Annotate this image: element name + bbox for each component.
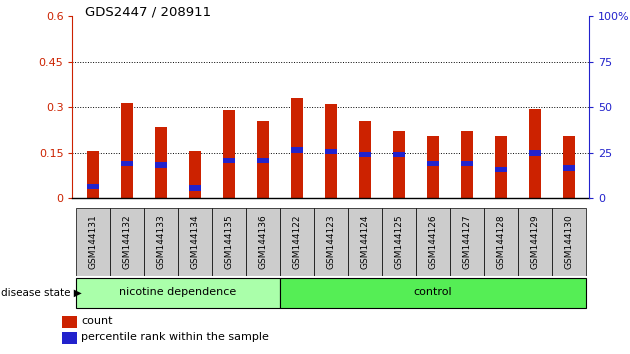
Bar [382,207,416,276]
Bar [155,162,167,168]
Bar [552,207,586,276]
Bar [76,207,110,276]
Bar [495,167,507,172]
Text: GSM144126: GSM144126 [428,215,437,269]
Bar [348,207,382,276]
Text: GSM144128: GSM144128 [496,215,505,269]
Text: count: count [81,316,113,326]
Text: disease state ▶: disease state ▶ [1,288,82,298]
Bar [291,98,302,198]
Bar [291,147,302,153]
Text: GSM144122: GSM144122 [292,215,301,269]
Bar [359,152,370,157]
Bar [325,149,336,154]
Bar [144,207,178,276]
Bar [325,104,336,198]
Bar [461,131,472,198]
Text: GDS2447 / 208911: GDS2447 / 208911 [85,5,211,18]
Bar [563,136,575,198]
Bar [62,316,77,328]
Bar [416,207,450,276]
Text: GSM144132: GSM144132 [122,215,131,269]
Text: GSM144133: GSM144133 [156,215,165,269]
Bar [280,207,314,276]
Text: GSM144134: GSM144134 [190,215,199,269]
Bar [257,158,269,163]
Bar [495,136,507,198]
Bar [314,207,348,276]
Bar [529,150,541,156]
Bar [223,158,235,163]
Bar [246,207,280,276]
Text: GSM144125: GSM144125 [394,215,403,269]
Bar [178,207,212,276]
Bar [450,207,484,276]
Text: GSM144129: GSM144129 [530,215,539,269]
Bar [223,110,235,198]
Bar [427,136,438,198]
Text: GSM144136: GSM144136 [258,215,267,269]
Bar [189,151,201,198]
Bar [392,131,404,198]
Bar [518,207,552,276]
Text: GSM144127: GSM144127 [462,215,471,269]
Bar [87,151,99,198]
Bar [76,278,280,308]
Bar [563,165,575,171]
Text: GSM144135: GSM144135 [224,215,233,269]
Bar [461,161,472,166]
Text: GSM144130: GSM144130 [564,215,573,269]
Bar [155,127,167,198]
Text: percentile rank within the sample: percentile rank within the sample [81,332,269,342]
Bar [110,207,144,276]
Text: control: control [413,287,452,297]
Bar [257,121,269,198]
Text: GSM144124: GSM144124 [360,215,369,269]
Bar [392,152,404,157]
Bar [427,161,438,166]
Text: nicotine dependence: nicotine dependence [119,287,236,297]
Text: GSM144131: GSM144131 [88,215,98,269]
Bar [121,103,133,198]
Bar [189,185,201,191]
Bar [87,184,99,189]
Bar [62,332,77,344]
Bar [280,278,586,308]
Bar [121,161,133,166]
Bar [359,121,370,198]
Bar [484,207,518,276]
Text: GSM144123: GSM144123 [326,215,335,269]
Bar [529,109,541,198]
Bar [212,207,246,276]
